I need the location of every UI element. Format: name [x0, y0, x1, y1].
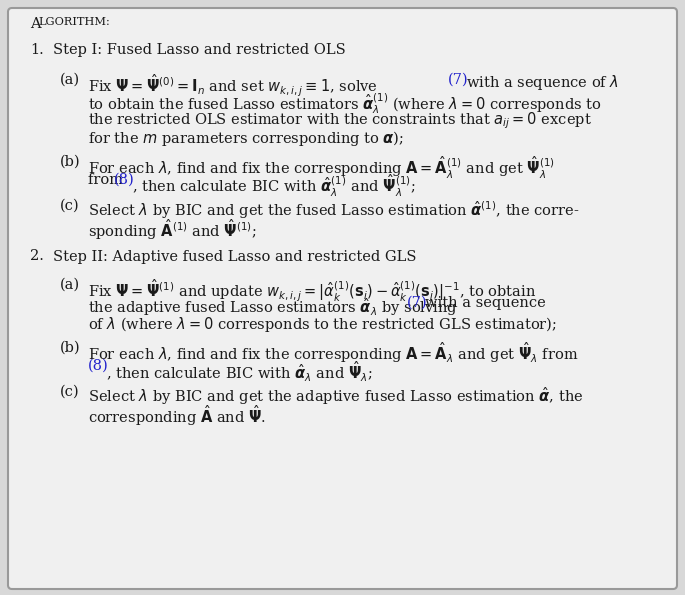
- FancyBboxPatch shape: [8, 8, 677, 589]
- Text: the adaptive fused Lasso estimators $\hat{\boldsymbol{\alpha}}_\lambda$ by solvi: the adaptive fused Lasso estimators $\ha…: [88, 296, 458, 318]
- Text: (8): (8): [88, 359, 109, 373]
- Text: 1.: 1.: [30, 43, 44, 57]
- Text: to obtain the fused Lasso estimators $\hat{\boldsymbol{\alpha}}_\lambda^{(1)}$ (: to obtain the fused Lasso estimators $\h…: [88, 92, 601, 116]
- Text: (a): (a): [60, 277, 80, 292]
- Text: , then calculate BIC with $\hat{\boldsymbol{\alpha}}_\lambda$ and $\hat{\mathbf{: , then calculate BIC with $\hat{\boldsym…: [106, 359, 373, 384]
- Text: A: A: [30, 17, 40, 31]
- Text: (c): (c): [60, 199, 79, 213]
- Text: Select $\lambda$ by BIC and get the fused Lasso estimation $\hat{\boldsymbol{\al: Select $\lambda$ by BIC and get the fuse…: [88, 199, 580, 221]
- Text: from: from: [88, 173, 127, 187]
- Text: For each $\lambda$, find and fix the corresponding $\mathbf{A} = \hat{\mathbf{A}: For each $\lambda$, find and fix the cor…: [88, 340, 579, 365]
- Text: with a sequence of $\lambda$: with a sequence of $\lambda$: [466, 73, 619, 92]
- Text: with a sequence: with a sequence: [425, 296, 546, 310]
- Text: Fix $\mathbf{\Psi} = \hat{\mathbf{\Psi}}^{(1)}$ and update $w_{k,i,j} = |\hat{\a: Fix $\mathbf{\Psi} = \hat{\mathbf{\Psi}}…: [88, 277, 536, 304]
- Text: of $\lambda$ (where $\lambda = 0$ corresponds to the restricted GLS estimator);: of $\lambda$ (where $\lambda = 0$ corres…: [88, 315, 557, 334]
- Text: (b): (b): [60, 340, 81, 355]
- Text: LGORITHM:: LGORITHM:: [38, 17, 110, 27]
- Text: for the $m$ parameters corresponding to $\boldsymbol{\alpha}$);: for the $m$ parameters corresponding to …: [88, 129, 404, 148]
- Text: (c): (c): [60, 385, 79, 399]
- Text: (a): (a): [60, 73, 80, 87]
- Text: (b): (b): [60, 155, 81, 168]
- Text: For each $\lambda$, find and fix the corresponding $\mathbf{A} = \hat{\mathbf{A}: For each $\lambda$, find and fix the cor…: [88, 155, 555, 181]
- Text: Fix $\mathbf{\Psi} = \hat{\mathbf{\Psi}}^{(0)} = \mathbf{I}_n$ and set $w_{k,i,j: Fix $\mathbf{\Psi} = \hat{\mathbf{\Psi}}…: [88, 73, 379, 99]
- Text: Step II: Adaptive fused Lasso and restricted GLS: Step II: Adaptive fused Lasso and restri…: [53, 249, 416, 264]
- Text: Step I: Fused Lasso and restricted OLS: Step I: Fused Lasso and restricted OLS: [53, 43, 346, 57]
- Text: (7): (7): [448, 73, 469, 87]
- Text: (7): (7): [407, 296, 427, 310]
- Text: the restricted OLS estimator with the constraints that $a_{ij} = 0$ except: the restricted OLS estimator with the co…: [88, 110, 592, 130]
- Text: 2.: 2.: [30, 249, 44, 264]
- Text: Select $\lambda$ by BIC and get the adaptive fused Lasso estimation $\hat{\bolds: Select $\lambda$ by BIC and get the adap…: [88, 385, 584, 407]
- Text: sponding $\hat{\mathbf{A}}^{(1)}$ and $\hat{\mathbf{\Psi}}^{(1)}$;: sponding $\hat{\mathbf{A}}^{(1)}$ and $\…: [88, 218, 257, 242]
- Text: corresponding $\hat{\mathbf{A}}$ and $\hat{\mathbf{\Psi}}$.: corresponding $\hat{\mathbf{A}}$ and $\h…: [88, 403, 266, 428]
- Text: (8): (8): [114, 173, 135, 187]
- Text: , then calculate BIC with $\hat{\boldsymbol{\alpha}}_\lambda^{(1)}$ and $\hat{\m: , then calculate BIC with $\hat{\boldsym…: [132, 173, 416, 199]
